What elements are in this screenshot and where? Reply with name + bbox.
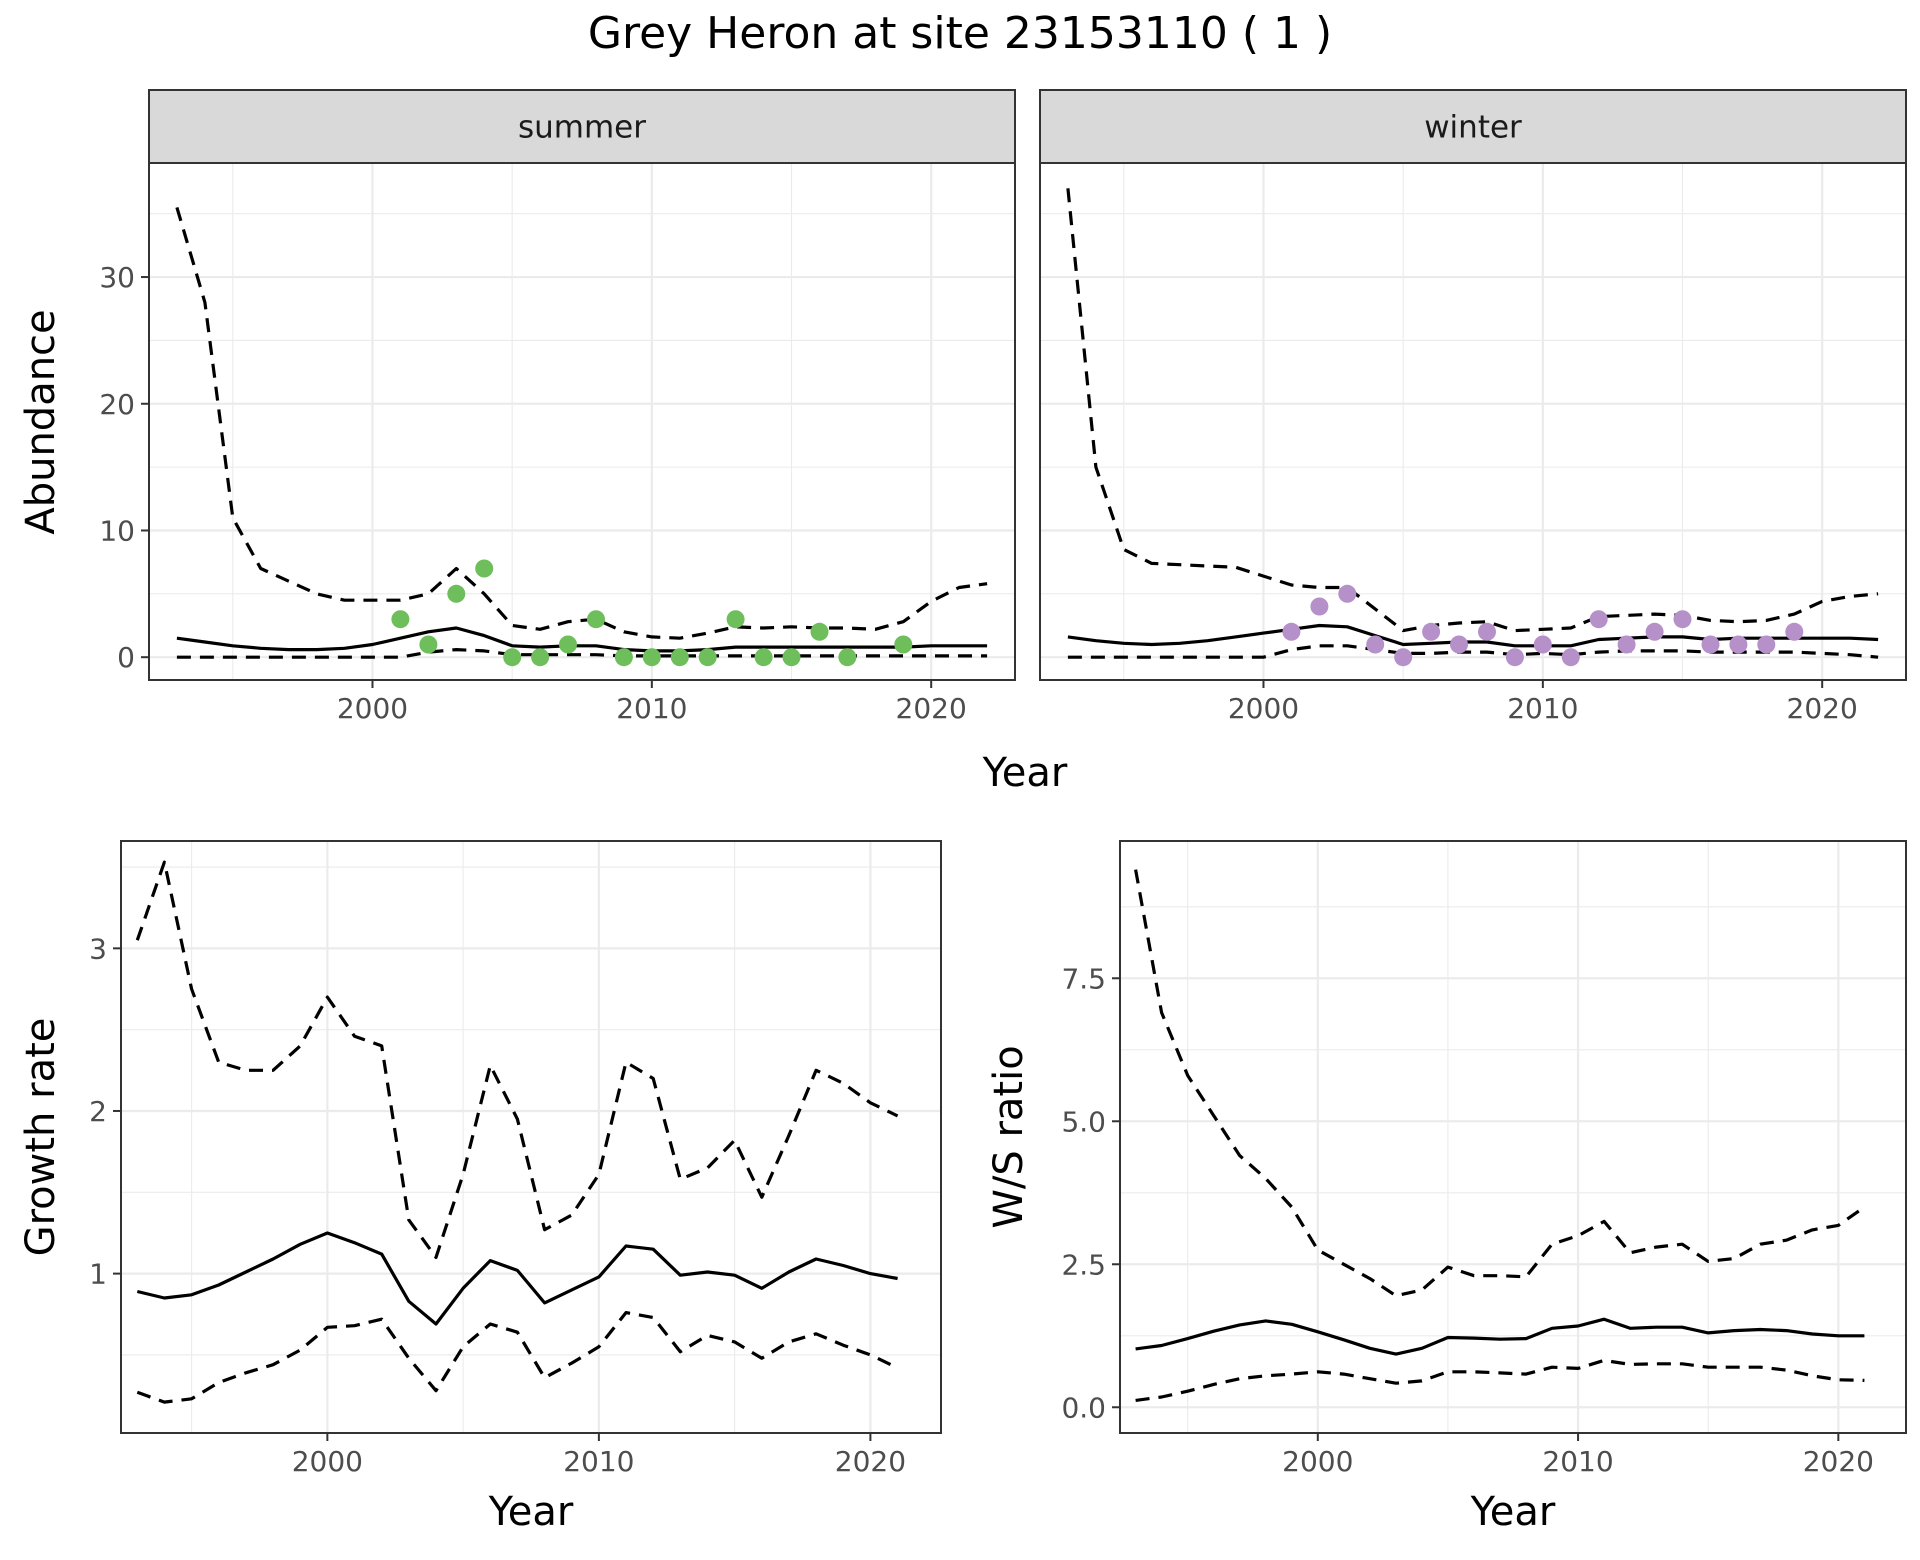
mean-line — [176, 626, 988, 653]
lower-bound-line — [136, 1311, 899, 1404]
x-tick-label: 2020 — [835, 1445, 906, 1478]
observation-point — [419, 635, 438, 654]
y-tick-label: 7.5 — [1061, 962, 1106, 995]
observation-point — [1505, 648, 1524, 667]
x-tick-label: 2010 — [1507, 692, 1578, 725]
upper-bound-line — [1066, 188, 1879, 633]
observation-point — [1729, 635, 1748, 654]
panel-growth: 2000 2010 2020 1 2 3 Year Growth rate — [18, 840, 942, 1535]
y-tick-label: 5.0 — [1061, 1105, 1106, 1138]
observation-point — [838, 648, 857, 667]
y-tick-label: 3 — [89, 932, 107, 965]
observation-point — [1422, 622, 1441, 641]
observation-point — [503, 648, 522, 667]
observation-point — [1589, 610, 1608, 629]
mean-line — [1135, 1317, 1865, 1356]
upper-bound-line — [175, 206, 988, 640]
observation-point — [698, 648, 717, 667]
lower-bound-line — [1135, 1358, 1865, 1402]
facet-strip — [1039, 89, 1907, 164]
x-axis-title: Year — [488, 1489, 574, 1535]
panel-winter: winter 2000 2010 2020 — [1039, 89, 1907, 725]
top-x-axis-title: Year — [982, 750, 1068, 796]
y-tick-label: 1 — [89, 1258, 107, 1291]
observation-point — [894, 635, 913, 654]
x-tick-label: 2000 — [337, 692, 408, 725]
observation-point — [782, 648, 801, 667]
y-axis-title: Growth rate — [18, 1018, 64, 1257]
panel-background — [149, 163, 1015, 680]
observation-point — [1645, 622, 1664, 641]
observation-point — [1450, 635, 1468, 654]
x-tick-label: 2010 — [616, 692, 687, 725]
observation-point — [1310, 597, 1329, 616]
y-tick-label: 20 — [99, 388, 135, 421]
observation-point — [1478, 622, 1496, 641]
observation-point — [1785, 622, 1804, 641]
observation-point — [559, 635, 577, 654]
x-tick-label: 2010 — [563, 1445, 634, 1478]
panel-border — [120, 840, 942, 1434]
observation-point — [614, 648, 633, 667]
x-axis-title: Year — [1470, 1489, 1556, 1535]
panel-border — [1119, 840, 1907, 1434]
observation-point — [1338, 584, 1357, 603]
y-tick-label: 0.0 — [1061, 1391, 1106, 1424]
observation-point — [1673, 610, 1692, 629]
top-y-axis-title: Abundance — [18, 309, 64, 534]
observation-point — [1561, 648, 1580, 667]
upper-bound-line — [1134, 869, 1866, 1298]
x-tick-label: 2020 — [1803, 1445, 1874, 1478]
y-tick-label: 2.5 — [1061, 1248, 1106, 1281]
x-tick-label: 2000 — [1282, 1445, 1353, 1478]
y-tick-label: 0 — [117, 641, 135, 674]
observation-point — [531, 648, 550, 667]
y-axis-title: W/S ratio — [986, 1045, 1032, 1228]
observation-point — [1366, 635, 1385, 654]
observation-point — [1701, 635, 1720, 654]
observation-point — [587, 610, 605, 629]
observation-point — [642, 648, 661, 667]
upper-bound-line — [135, 860, 899, 1259]
observation-point — [447, 584, 466, 603]
panel-summer: summer 2000 2010 2020 0 10 20 30 — [99, 89, 1016, 725]
panel-ws_ratio: 2000 2010 2020 0.0 2.5 5.0 7.5 Year W/S ratio — [986, 840, 1907, 1535]
observation-point — [1757, 635, 1776, 654]
panel-background — [1120, 841, 1906, 1433]
observation-point — [754, 648, 773, 667]
facet-strip-label: summer — [518, 110, 646, 146]
y-tick-label: 2 — [89, 1095, 107, 1128]
observation-point — [391, 610, 410, 629]
observation-point — [1282, 622, 1301, 641]
panel-background — [1040, 163, 1906, 680]
observation-point — [670, 648, 689, 667]
mean-line — [136, 1231, 898, 1326]
observation-point — [1533, 635, 1552, 654]
facet-strip-label: winter — [1424, 110, 1522, 146]
y-tick-label: 30 — [99, 261, 135, 294]
observation-point — [726, 610, 745, 629]
figure-title: Grey Heron at site 23153110 ( 1 ) — [588, 8, 1332, 59]
observation-point — [1394, 648, 1413, 667]
x-tick-label: 2000 — [1228, 692, 1299, 725]
panel-background — [121, 841, 941, 1433]
x-tick-label: 2010 — [1542, 1445, 1613, 1478]
observation-point — [810, 622, 829, 641]
x-tick-label: 2020 — [1787, 692, 1858, 725]
x-tick-label: 2020 — [896, 692, 967, 725]
facet-strip — [148, 89, 1016, 164]
y-tick-label: 10 — [99, 514, 135, 547]
x-tick-label: 2000 — [292, 1445, 363, 1478]
observation-point — [475, 559, 494, 578]
observation-point — [1617, 635, 1636, 654]
